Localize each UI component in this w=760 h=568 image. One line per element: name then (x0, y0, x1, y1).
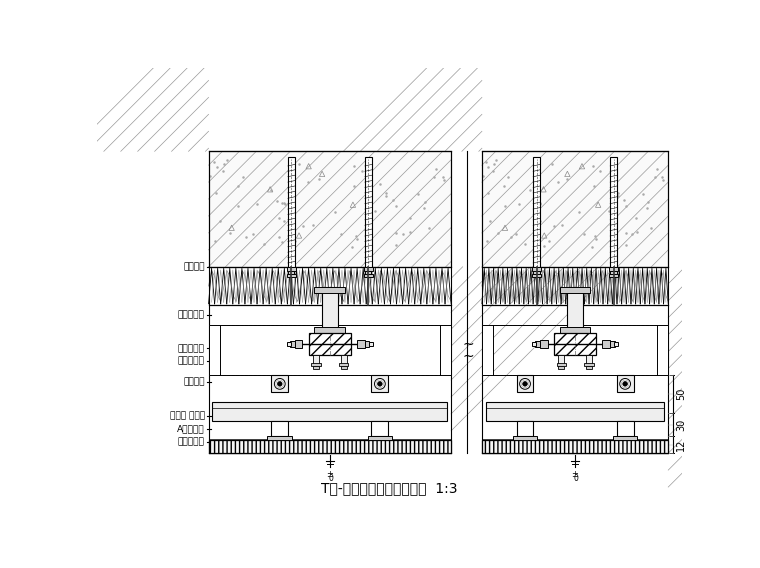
Text: 30: 30 (676, 419, 686, 431)
Bar (268, 436, 292, 440)
Text: 陶瓷薄墙板: 陶瓷薄墙板 (178, 437, 204, 446)
Circle shape (277, 382, 282, 386)
Bar (616, 421, 634, 436)
Bar (559, 327, 591, 333)
Bar (372, 421, 388, 436)
Bar (212, 402, 447, 421)
Bar (517, 421, 534, 436)
Bar (517, 375, 534, 392)
Bar (315, 327, 345, 333)
Bar (535, 341, 540, 347)
Bar (369, 341, 372, 346)
Text: A型锚固件: A型锚固件 (177, 424, 204, 433)
Circle shape (622, 382, 628, 386)
Bar (613, 436, 638, 440)
Text: 连接角码: 连接角码 (183, 377, 204, 386)
Text: 幕墙竖龙骨: 幕墙竖龙骨 (178, 356, 204, 365)
Bar (271, 421, 288, 436)
Text: 龙骨锚栓: 龙骨锚栓 (183, 262, 204, 272)
Bar (357, 340, 365, 348)
Bar (610, 271, 616, 274)
Text: ±: ± (572, 470, 578, 479)
Bar (532, 274, 541, 277)
Bar (368, 436, 392, 440)
Bar (287, 267, 296, 271)
Bar (309, 333, 351, 354)
Bar (534, 271, 540, 274)
Bar (486, 402, 664, 421)
Bar (614, 341, 618, 346)
Text: 不锈钢 整挂件: 不锈钢 整挂件 (169, 412, 204, 421)
Bar (288, 271, 294, 274)
Bar (657, 324, 668, 375)
Bar (313, 354, 319, 364)
Circle shape (375, 378, 385, 389)
Bar (482, 440, 668, 453)
Bar (568, 287, 583, 333)
Bar (532, 267, 541, 271)
Circle shape (378, 382, 382, 386)
Circle shape (274, 378, 285, 389)
Bar (271, 375, 288, 392)
Circle shape (520, 378, 530, 389)
Bar (208, 440, 451, 453)
Bar (586, 366, 592, 369)
Bar (513, 436, 537, 440)
Text: 50: 50 (676, 388, 686, 400)
Text: 0: 0 (328, 474, 333, 483)
Bar (372, 375, 388, 392)
Bar (208, 324, 220, 375)
Bar (609, 274, 618, 277)
Bar (322, 287, 337, 333)
Bar (339, 363, 348, 366)
Bar (295, 340, 302, 348)
Text: 0: 0 (573, 474, 578, 483)
Bar (586, 354, 592, 364)
Bar (287, 341, 291, 346)
Bar (364, 274, 373, 277)
Text: ±: ± (326, 470, 334, 479)
Bar (312, 363, 321, 366)
Bar (532, 341, 537, 346)
Bar (482, 151, 668, 267)
Bar (558, 366, 564, 369)
Bar (533, 157, 540, 267)
Text: 镀锌钢角码: 镀锌钢角码 (178, 344, 204, 353)
Bar (340, 354, 347, 364)
Bar (540, 340, 548, 348)
Bar (288, 157, 295, 267)
Text: ∼: ∼ (462, 349, 473, 363)
Bar (287, 274, 296, 277)
Bar (584, 363, 594, 366)
Bar (439, 324, 451, 375)
Bar (603, 340, 610, 348)
Bar (366, 271, 372, 274)
Text: 保温岩棉板: 保温岩棉板 (178, 310, 204, 319)
Bar (559, 287, 591, 293)
Bar (616, 375, 634, 392)
Bar (482, 324, 493, 375)
Bar (315, 287, 345, 293)
Bar (558, 354, 564, 364)
Bar (290, 341, 295, 347)
Circle shape (619, 378, 631, 389)
Bar (365, 341, 369, 347)
Text: ∼: ∼ (462, 336, 473, 350)
Bar (208, 151, 451, 267)
Text: T型-陶瓷板干挂横剖节点图  1:3: T型-陶瓷板干挂横剖节点图 1:3 (321, 482, 458, 495)
Circle shape (523, 382, 527, 386)
Bar (340, 366, 347, 369)
Bar (610, 157, 617, 267)
Bar (313, 366, 319, 369)
Bar (365, 157, 372, 267)
Bar (609, 267, 618, 271)
Text: 12: 12 (676, 438, 686, 451)
Bar (554, 333, 597, 354)
Bar (556, 363, 566, 366)
Bar (610, 341, 615, 347)
Bar (364, 267, 373, 271)
